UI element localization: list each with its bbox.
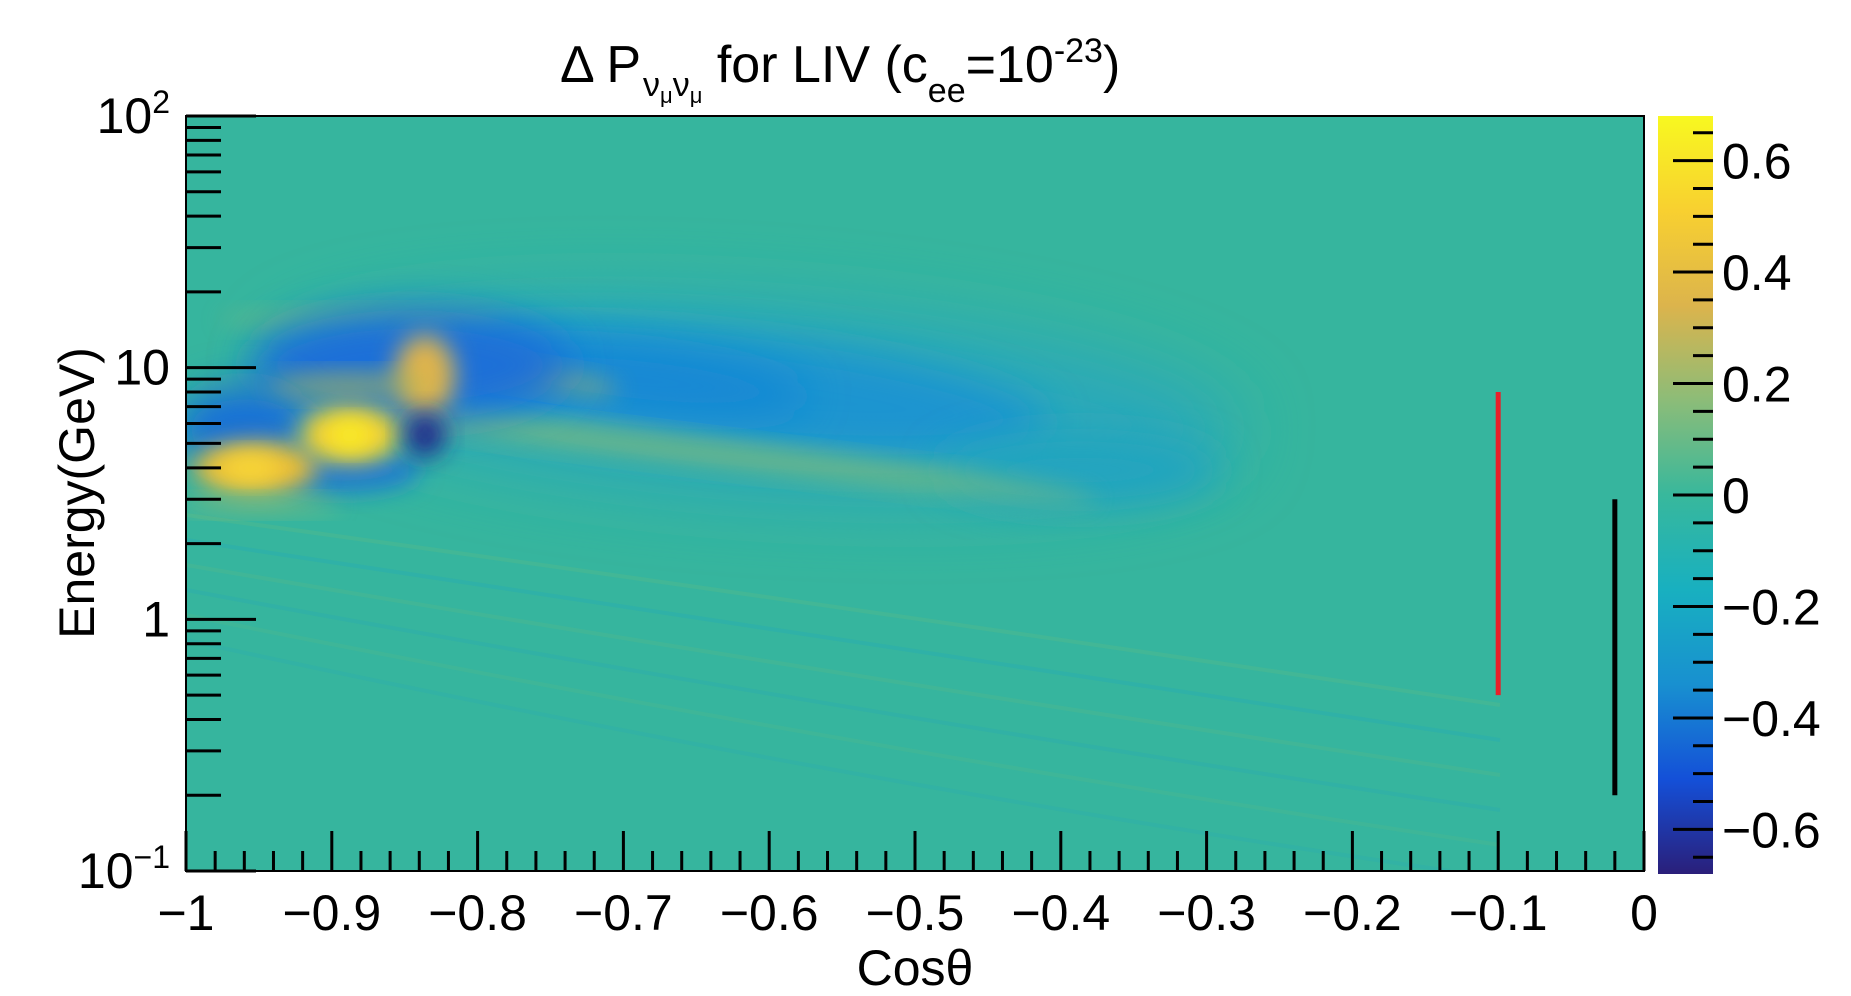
colorbar-tick-labels: 0.6 0.4 0.2 0 −0.2 −0.4 −0.6 xyxy=(1722,134,1821,859)
x-tick-label: −1 xyxy=(157,885,214,941)
marker-lines xyxy=(1495,392,1618,796)
colorbar-tick-label: 0.6 xyxy=(1722,134,1792,190)
colorbar-ticks xyxy=(1673,131,1713,859)
y-axis-ticks xyxy=(186,114,256,873)
x-tick-label: −0.8 xyxy=(428,885,527,941)
x-tick-label: −0.9 xyxy=(282,885,381,941)
heatmap xyxy=(186,116,1644,871)
x-axis-label: Cosθ xyxy=(857,940,974,996)
colorbar-tick-label: −0.6 xyxy=(1722,802,1821,858)
colorbar-tick-label: 0.4 xyxy=(1722,245,1792,301)
x-tick-label: −0.1 xyxy=(1449,885,1548,941)
heatmap-peaks xyxy=(186,310,570,513)
y-axis-label: Energy(GeV) xyxy=(49,347,105,639)
heatmap-oscillation-lines xyxy=(186,513,1501,871)
colorbar-tick-label: 0.2 xyxy=(1722,357,1792,413)
x-tick-label: 0 xyxy=(1630,885,1658,941)
y-axis-tick-labels: 10−1 1 10 102 xyxy=(78,84,170,899)
x-tick-label: −0.3 xyxy=(1157,885,1256,941)
x-axis-ticks xyxy=(184,831,1646,871)
colorbar-tick-label: 0 xyxy=(1722,468,1750,524)
chart-title: Δ Pνμνμ for LIV (cee=10-23) xyxy=(560,32,1120,110)
colorbar-tick-label: −0.2 xyxy=(1722,579,1821,635)
y-tick-label: 1 xyxy=(142,591,170,647)
x-tick-label: −0.4 xyxy=(1011,885,1110,941)
x-tick-label: −0.6 xyxy=(720,885,819,941)
x-tick-label: −0.7 xyxy=(574,885,673,941)
y-tick-label: 10 xyxy=(114,340,170,396)
colorbar-tick-label: −0.4 xyxy=(1722,691,1821,747)
x-tick-label: −0.5 xyxy=(866,885,965,941)
x-tick-label: −0.2 xyxy=(1303,885,1402,941)
y-tick-label: 102 xyxy=(97,84,170,144)
x-axis-tick-labels: −1 −0.9 −0.8 −0.7 −0.6 −0.5 −0.4 −0.3 −0.2 −0.1 0 xyxy=(157,885,1657,941)
y-tick-label: 10−1 xyxy=(78,839,170,899)
